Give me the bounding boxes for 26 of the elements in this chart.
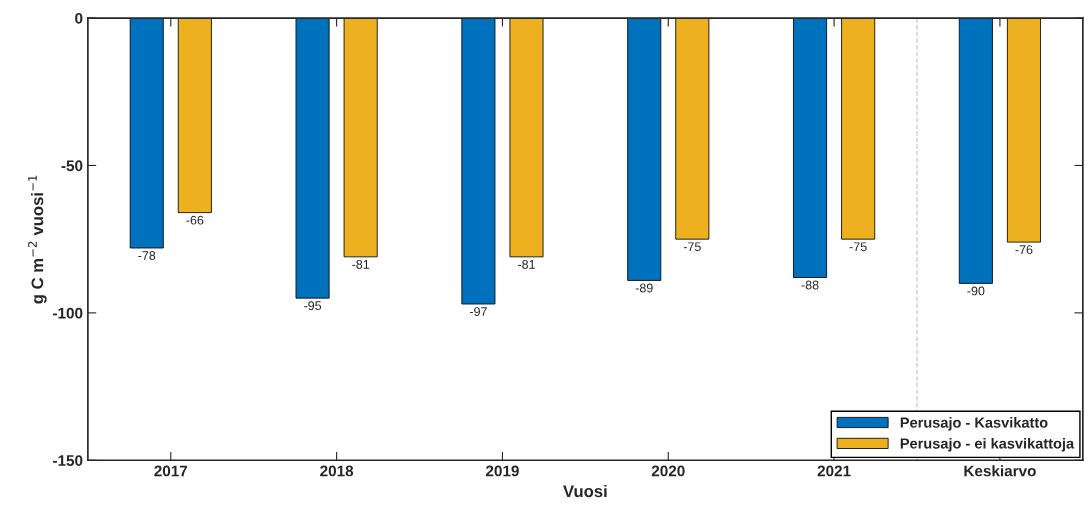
y-tick-label: -50 — [61, 160, 83, 172]
data-label: -75 — [683, 242, 701, 252]
y-tick-label: -100 — [53, 307, 83, 319]
data-label: -81 — [518, 259, 535, 269]
data-label: -78 — [138, 251, 156, 260]
legend-label: Perusajo - ei kasvikattoja — [900, 437, 1075, 452]
data-label: -97 — [469, 307, 487, 316]
x-tick-label: 2020 — [651, 465, 685, 477]
y-axis-title: g C m$^{−2}$ vuosi$^{−1}$ — [28, 175, 47, 304]
legend-label: Perusajo - Kasvikatto — [900, 417, 1048, 431]
y-tick-label: 0 — [75, 12, 83, 24]
y-tick-label: -150 — [53, 455, 83, 466]
data-label: -75 — [849, 242, 867, 252]
x-tick-label: 2017 — [154, 465, 188, 477]
x-tick-label: 2018 — [320, 465, 354, 477]
data-label: -90 — [967, 286, 985, 296]
data-label: -95 — [304, 301, 322, 311]
data-label: -76 — [1015, 245, 1033, 255]
data-label: -88 — [801, 280, 819, 290]
data-label: -81 — [352, 259, 370, 269]
x-tick-label: 2019 — [485, 465, 519, 477]
data-label: -89 — [635, 283, 653, 293]
data-label: -66 — [186, 215, 204, 225]
x-axis-title: Vuosi — [563, 484, 607, 498]
x-tick-label: Keskiarvo — [964, 465, 1036, 477]
x-tick-label: 2021 — [817, 465, 851, 477]
